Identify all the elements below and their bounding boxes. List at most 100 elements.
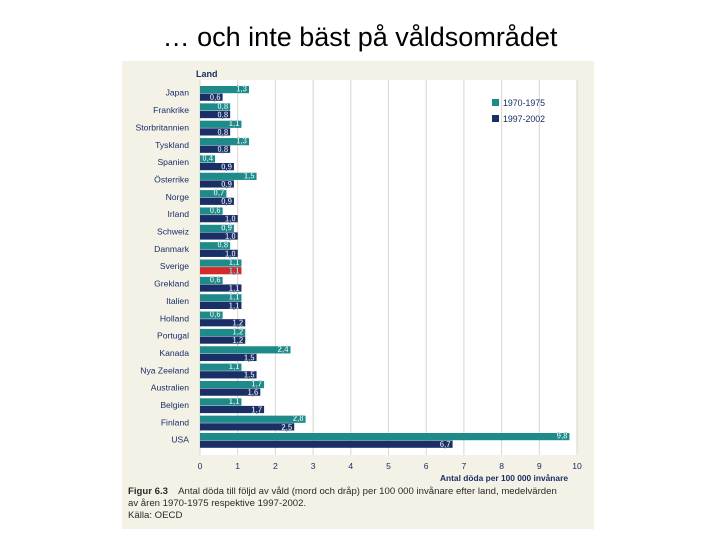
value-label-1970-1975: 1,7 [251, 379, 262, 388]
x-axis-title: Antal döda per 100 000 invånare [440, 473, 568, 483]
bar-1970-1975 [200, 224, 234, 232]
value-label-1997-2002: 6,7 [440, 440, 451, 449]
value-label-1997-2002: 1,6 [247, 388, 259, 397]
value-label-1997-2002: 0,8 [217, 128, 229, 137]
bar-1997-2002 [200, 232, 238, 240]
slide-title: … och inte bäst på våldsområdet [162, 22, 558, 52]
caption-source: Källa: OECD [128, 510, 183, 521]
category-label: Österrike [154, 174, 189, 184]
value-label-1970-1975: 2,8 [293, 414, 305, 423]
value-label-1970-1975: 0,6 [210, 275, 222, 284]
bar-1970-1975 [200, 138, 250, 146]
value-label-1997-2002: 1,1 [229, 267, 241, 276]
bar-1970-1975 [200, 415, 306, 423]
category-label: Japan [166, 88, 190, 98]
bar-1997-2002 [200, 110, 231, 119]
bar-1997-2002 [200, 163, 234, 171]
value-label-1997-2002: 1,0 [225, 215, 237, 224]
value-label-1970-1975: 9,8 [557, 432, 569, 441]
category-label: Tyskland [155, 140, 189, 150]
bar-1970-1975 [200, 155, 216, 163]
bar-1997-2002 [200, 180, 234, 188]
category-label: Nya Zeeland [140, 365, 189, 375]
value-label-1997-2002: 1,7 [251, 405, 262, 414]
category-label: Schweiz [157, 227, 189, 237]
value-label-1997-2002: 0,9 [221, 197, 233, 206]
bar-1997-2002 [200, 388, 261, 396]
value-label-1997-2002: 1,5 [244, 371, 256, 380]
x-tick-label: 6 [424, 461, 429, 471]
bar-1997-2002 [200, 353, 257, 362]
legend-swatch [492, 99, 499, 106]
bar-1997-2002 [200, 249, 238, 257]
bar-1970-1975 [200, 172, 257, 180]
bar-1997-2002 [200, 423, 295, 431]
bar-1997-2002 [200, 197, 234, 205]
x-tick-label: 3 [311, 461, 316, 471]
bar-1997-2002 [200, 301, 242, 309]
value-label-1970-1975: 1,1 [229, 293, 241, 302]
x-tick-label: 2 [273, 461, 278, 471]
bar-1997-2002-highlight [200, 267, 242, 275]
value-label-1997-2002: 2,5 [281, 423, 293, 432]
bar-1970-1975 [200, 294, 242, 302]
value-label-1970-1975: 0,8 [217, 241, 229, 250]
bar-1970-1975 [200, 380, 265, 389]
bar-1970-1975 [200, 207, 223, 215]
bar-1970-1975 [200, 86, 250, 94]
bar-1997-2002 [200, 93, 223, 101]
bar-1997-2002 [200, 284, 242, 292]
category-label: Kanada [159, 348, 189, 358]
legend-label: 1997-2002 [503, 114, 545, 124]
category-label: Norge [166, 192, 190, 202]
category-label: Australien [151, 383, 189, 393]
value-label-1997-2002: 1,2 [232, 319, 244, 328]
category-label: Sverige [160, 261, 189, 271]
bar-1997-2002 [200, 336, 246, 344]
value-label-1997-2002: 1,1 [229, 301, 241, 310]
value-label-1997-2002: 1,0 [225, 232, 237, 241]
legend-swatch [492, 115, 499, 122]
value-label-1970-1975: 0,6 [210, 206, 222, 215]
bar-1970-1975 [200, 363, 242, 371]
x-tick-label: 9 [537, 461, 542, 471]
value-label-1997-2002: 1,0 [225, 249, 237, 258]
value-label-1970-1975: 0,7 [214, 189, 225, 198]
x-tick-label: 8 [499, 461, 504, 471]
x-tick-label: 4 [348, 461, 353, 471]
y-axis-title: Land [196, 69, 218, 79]
bar-1970-1975 [200, 398, 242, 406]
category-label: Holland [160, 313, 189, 323]
bar-1970-1975 [200, 242, 231, 250]
value-label-1970-1975: 1,1 [229, 119, 241, 128]
bar-1997-2002 [200, 405, 265, 414]
value-label-1997-2002: 1,1 [229, 284, 241, 293]
x-tick-label: 10 [572, 461, 582, 471]
bar-1970-1975 [200, 190, 227, 198]
category-label: Italien [166, 296, 189, 306]
value-label-1970-1975: 1,3 [236, 137, 248, 146]
bar-1970-1975 [200, 259, 242, 267]
category-label: Frankrike [153, 105, 189, 115]
bar-1970-1975 [200, 103, 231, 111]
category-label: Danmark [154, 244, 190, 254]
bar-1970-1975 [200, 311, 223, 319]
value-label-1970-1975: 1,3 [236, 85, 248, 94]
bar-1997-2002 [200, 215, 238, 223]
value-label-1997-2002: 0,8 [217, 145, 229, 154]
bar-1970-1975 [200, 346, 291, 354]
bar-1997-2002 [200, 440, 453, 448]
value-label-1970-1975: 2,4 [278, 345, 290, 354]
value-label-1997-2002: 1,5 [244, 353, 256, 362]
value-label-1970-1975: 1,1 [229, 362, 241, 371]
x-tick-label: 7 [462, 461, 467, 471]
value-label-1997-2002: 0,9 [221, 180, 233, 189]
legend-label: 1970-1975 [503, 98, 545, 108]
category-label: USA [171, 435, 189, 445]
x-tick-label: 1 [235, 461, 240, 471]
bar-1970-1975 [200, 120, 242, 128]
x-tick-label: 0 [198, 461, 203, 471]
category-label: Portugal [157, 331, 189, 341]
value-label-1970-1975: 0,6 [210, 310, 222, 319]
